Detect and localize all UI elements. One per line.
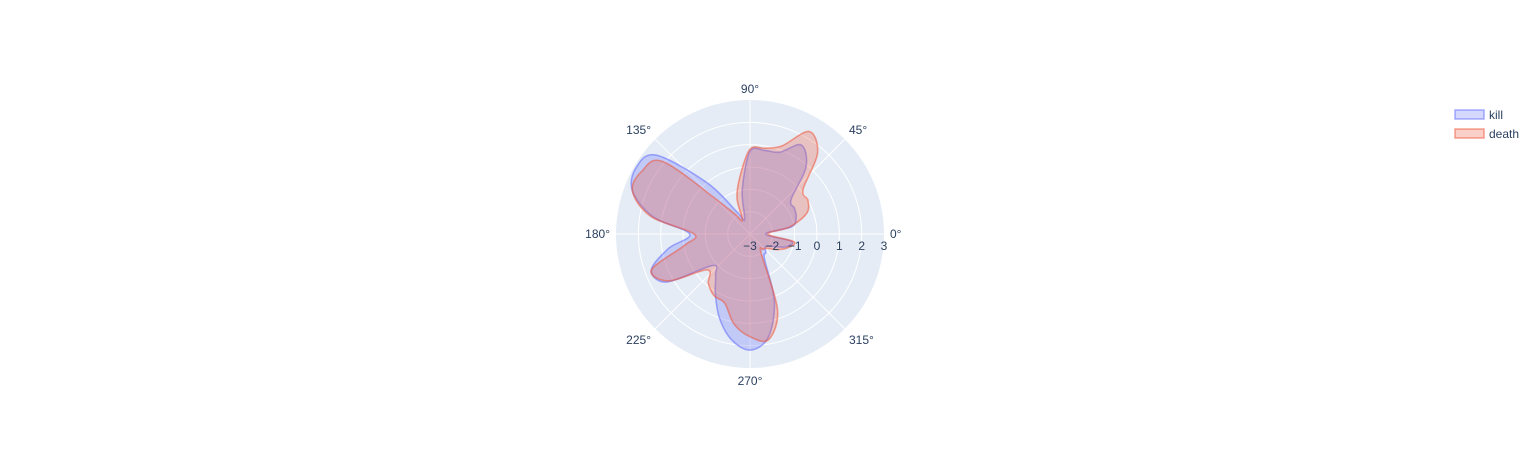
legend-swatch: [1454, 128, 1485, 139]
angular-tick-label: 90°: [741, 82, 759, 96]
radial-tick-label: 2: [858, 239, 865, 253]
legend-item-kill[interactable]: kill: [1454, 108, 1503, 122]
legend-item-death[interactable]: death: [1454, 127, 1519, 141]
legend[interactable]: kill death: [1454, 108, 1519, 141]
angular-tick-labels: 0° 45° 90° 135° 180° 225° 270° 315°: [585, 82, 902, 388]
radial-tick-labels: −3 −2 −1 0 1 2 3: [743, 239, 888, 253]
angular-tick-label: 0°: [890, 227, 902, 241]
angular-tick-label: 225°: [626, 333, 651, 347]
legend-label: kill: [1489, 108, 1503, 122]
legend-swatch: [1454, 109, 1485, 120]
radial-tick-label: −3: [743, 239, 757, 253]
radial-tick-label: −1: [788, 239, 802, 253]
angular-tick-label: 135°: [626, 123, 651, 137]
angular-tick-label: 270°: [738, 374, 763, 388]
angular-grid-line: [654, 233, 751, 330]
series-layer: [630, 130, 819, 351]
radial-tick-label: −2: [765, 239, 779, 253]
radial-tick-label: 0: [814, 239, 821, 253]
series-area-kill[interactable]: [630, 143, 808, 351]
angular-tick-label: 315°: [849, 333, 874, 347]
angular-tick-label: 180°: [585, 227, 610, 241]
angular-grid-line: [654, 138, 751, 235]
radial-tick-label: 3: [881, 239, 888, 253]
legend-label: death: [1489, 127, 1519, 141]
angular-tick-label: 45°: [849, 123, 867, 137]
series-area-death[interactable]: [631, 130, 819, 343]
radial-tick-label: 1: [836, 239, 843, 253]
